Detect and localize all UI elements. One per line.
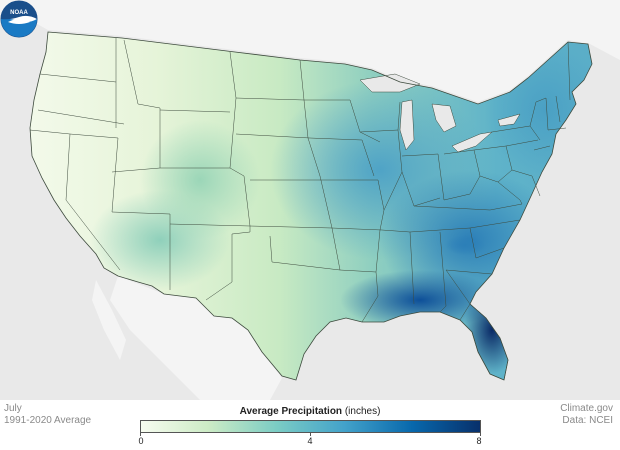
credit-site: Climate.gov — [560, 403, 613, 414]
state-borders — [29, 38, 571, 323]
noaa-logo: NOAA — [0, 0, 38, 38]
map-period-caption: July 1991-2020 Average — [4, 403, 91, 427]
map-svg — [0, 0, 620, 400]
legend-tick-1 — [310, 432, 311, 436]
lake-michigan — [399, 99, 415, 151]
baja-land — [92, 280, 126, 360]
legend-tick-label-0: 0 — [138, 436, 144, 446]
noaa-logo-text: NOAA — [10, 10, 28, 16]
month-label: July — [4, 403, 22, 414]
legend-tick-0 — [140, 432, 141, 436]
legend-tick-label-2: 8 — [476, 436, 482, 446]
canada-land — [0, 0, 620, 102]
legend-tick-2 — [480, 432, 481, 436]
map-credits: Climate.gov Data: NCEI — [560, 403, 613, 427]
legend-unit: (inches) — [344, 406, 381, 417]
legend-tick-label-1: 4 — [307, 436, 313, 446]
credit-data: Data: NCEI — [562, 415, 613, 426]
florida-outline — [459, 303, 509, 381]
precipitation-map: NOAA — [0, 0, 620, 400]
lake-huron — [431, 103, 457, 133]
lake-superior — [359, 73, 421, 93]
lake-ontario — [497, 113, 521, 127]
map-footer: July 1991-2020 Average Average Precipita… — [0, 400, 620, 450]
legend-title: Average Precipitation (inches) — [140, 406, 480, 417]
mexico-land — [110, 276, 282, 400]
period-label: 1991-2020 Average — [4, 415, 92, 426]
legend-title-text: Average Precipitation — [239, 406, 343, 417]
lake-erie — [451, 131, 493, 153]
